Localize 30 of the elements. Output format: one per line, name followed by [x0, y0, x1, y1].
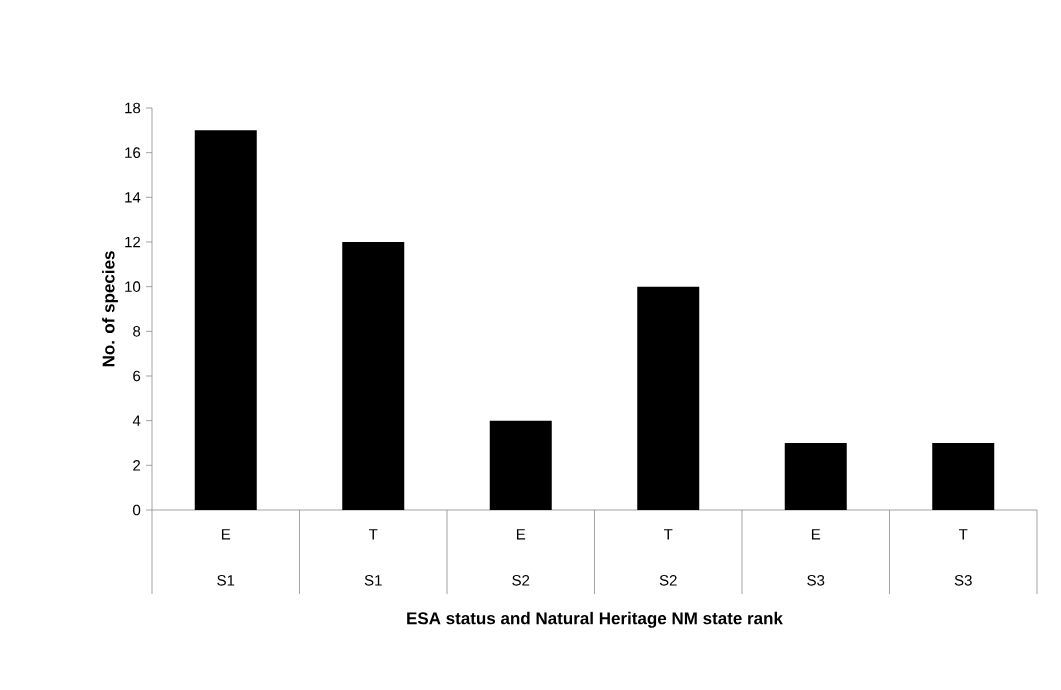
y-tick-label: 14	[125, 192, 141, 203]
y-tick-label: 4	[132, 415, 141, 426]
text: S2	[659, 575, 677, 586]
y-tick-label: 2	[133, 460, 141, 471]
text: S2	[512, 575, 530, 586]
x-tick-label: T	[664, 529, 673, 540]
text: S1	[364, 575, 382, 586]
x-axis-title: ESA status and Natural Heritage NM state rank	[407, 611, 783, 628]
y-tick-label: 0	[133, 504, 141, 516]
y-tick-label: 10	[125, 281, 141, 292]
x-tick-label: E	[811, 529, 821, 540]
text: S1	[217, 575, 235, 586]
bar	[784, 442, 847, 510]
x-tick-label: E	[516, 529, 526, 540]
bar	[637, 286, 700, 510]
y-tick-label: 8	[133, 326, 141, 337]
y-tick-label: 16	[125, 147, 141, 158]
text: S3	[807, 575, 825, 586]
y-axis-title: No. of species	[102, 251, 118, 367]
bar	[932, 442, 995, 510]
x-tick-label: T	[369, 529, 378, 540]
bar	[194, 130, 257, 510]
bar	[489, 420, 552, 510]
y-tick-label: 12	[125, 236, 141, 248]
y-tick-label: 6	[133, 370, 141, 382]
x-tick-label: T	[958, 529, 968, 540]
bar	[342, 241, 405, 510]
text: S3	[954, 575, 972, 586]
y-tick-label: 18	[125, 102, 141, 114]
x-tick-label: E	[221, 529, 231, 540]
